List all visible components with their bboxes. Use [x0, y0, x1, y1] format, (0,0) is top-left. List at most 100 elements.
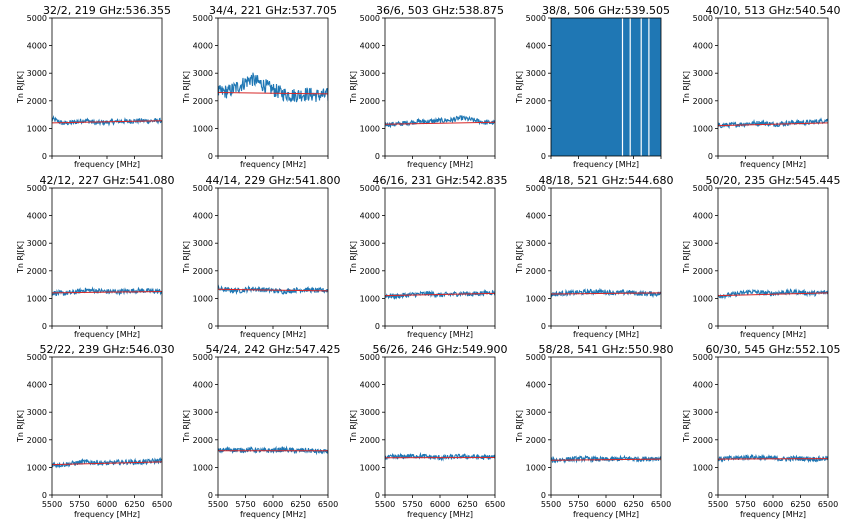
- y-tick-label: 0: [541, 322, 546, 331]
- y-tick-label: 2000: [27, 97, 47, 106]
- y-tick-label: 0: [541, 152, 546, 161]
- axes-frame: [384, 17, 496, 157]
- x-tick-label: 5500: [708, 500, 728, 509]
- y-tick-label: 2000: [360, 97, 380, 106]
- y-tick-label: 2000: [526, 97, 546, 106]
- y-tick-label: 5000: [27, 14, 47, 23]
- series-line: [718, 453, 828, 464]
- y-tick-label: 5000: [27, 184, 47, 193]
- subplot-title: 44/14, 229 GHz:541.800: [206, 174, 341, 187]
- series-line: [52, 114, 162, 127]
- x-axis-label: frequency [MHz]: [240, 160, 306, 169]
- axes-frame: [384, 356, 496, 496]
- x-tick-label: 6500: [818, 500, 838, 509]
- y-tick-label: 0: [42, 152, 47, 161]
- y-axis-label: Tn RJ[K]: [16, 71, 25, 104]
- y-tick-label: 1000: [360, 294, 380, 303]
- y-tick-label: 1000: [526, 124, 546, 133]
- plot-area: [718, 453, 828, 464]
- x-tick-label: 6250: [457, 500, 477, 509]
- plot-area: [52, 114, 162, 127]
- y-tick-label: 4000: [526, 381, 546, 390]
- y-tick-label: 2000: [693, 436, 713, 445]
- y-axis-label: Tn RJ[K]: [349, 241, 358, 274]
- x-tick-label: 5750: [568, 500, 588, 509]
- y-tick-label: 5000: [360, 184, 380, 193]
- y-tick-label: 3000: [193, 408, 213, 417]
- plot-area: [385, 115, 495, 129]
- y-tick-label: 4000: [193, 381, 213, 390]
- y-tick-label: 2000: [360, 436, 380, 445]
- x-axis-label: frequency [MHz]: [74, 330, 140, 339]
- x-axis-label: frequency [MHz]: [407, 160, 473, 169]
- fit-line: [52, 291, 162, 294]
- x-axis-label: frequency [MHz]: [74, 510, 140, 519]
- y-tick-label: 4000: [526, 42, 546, 51]
- x-tick-label: 6250: [623, 500, 643, 509]
- y-tick-label: 1000: [27, 124, 47, 133]
- y-tick-label: 1000: [193, 124, 213, 133]
- plot-area: [385, 451, 495, 462]
- x-tick-label: 5750: [235, 500, 255, 509]
- x-tick-label: 5500: [42, 500, 62, 509]
- x-tick-label: 5750: [69, 500, 89, 509]
- x-axis-label: frequency [MHz]: [573, 160, 639, 169]
- x-tick-label: 5500: [208, 500, 228, 509]
- fit-line: [551, 458, 661, 461]
- x-tick-label: 5500: [375, 500, 395, 509]
- y-tick-label: 5000: [693, 184, 713, 193]
- subplot-title: 42/12, 227 GHz:541.080: [40, 174, 175, 187]
- plot-area: [718, 117, 828, 130]
- subplot-14: 58/28, 541 GHz:550.980 0 1000 2000 3000 4000 5…: [515, 343, 673, 519]
- y-tick-label: 1000: [526, 463, 546, 472]
- subplot-title: 56/26, 246 GHz:549.900: [373, 343, 508, 356]
- y-tick-label: 2000: [693, 97, 713, 106]
- series-fill: [551, 18, 661, 156]
- y-tick-label: 4000: [193, 212, 213, 221]
- series-line: [218, 72, 328, 103]
- y-tick-label: 0: [42, 322, 47, 331]
- y-tick-label: 3000: [693, 69, 713, 78]
- subplot-10: 50/20, 235 GHz:545.445 0 1000 2000 3000 4000 5…: [682, 174, 840, 339]
- y-tick-label: 2000: [360, 267, 380, 276]
- plot-area: [718, 288, 828, 300]
- y-tick-label: 3000: [360, 69, 380, 78]
- plot-area: [385, 289, 495, 301]
- x-axis-label: frequency [MHz]: [407, 510, 473, 519]
- y-tick-label: 0: [208, 152, 213, 161]
- x-tick-label: 6250: [790, 500, 810, 509]
- fit-line: [718, 292, 828, 297]
- x-axis-label: frequency [MHz]: [407, 330, 473, 339]
- y-tick-label: 5000: [693, 14, 713, 23]
- y-tick-label: 3000: [27, 239, 47, 248]
- y-tick-label: 0: [541, 491, 546, 500]
- y-axis-label: Tn RJ[K]: [349, 410, 358, 443]
- fit-line: [718, 458, 828, 460]
- y-tick-label: 2000: [193, 97, 213, 106]
- x-axis-label: frequency [MHz]: [74, 160, 140, 169]
- y-tick-label: 0: [42, 491, 47, 500]
- y-tick-label: 3000: [360, 239, 380, 248]
- y-tick-label: 3000: [193, 239, 213, 248]
- x-axis-label: frequency [MHz]: [740, 510, 806, 519]
- x-tick-label: 6000: [263, 500, 283, 509]
- x-axis-label: frequency [MHz]: [240, 510, 306, 519]
- x-tick-label: 6250: [290, 500, 310, 509]
- subplot-7: 44/14, 229 GHz:541.800 0 1000 2000 3000 4000 5…: [182, 174, 340, 339]
- y-tick-label: 1000: [693, 124, 713, 133]
- axes-frame: [550, 356, 662, 496]
- y-tick-label: 5000: [360, 353, 380, 362]
- y-tick-label: 1000: [27, 463, 47, 472]
- axes-frame: [550, 187, 662, 327]
- subplot-title: 38/8, 506 GHz:539.505: [542, 4, 670, 17]
- y-tick-label: 4000: [693, 381, 713, 390]
- y-tick-label: 2000: [693, 267, 713, 276]
- plot-area: [551, 454, 661, 464]
- subplot-title: 46/16, 231 GHz:542.835: [373, 174, 508, 187]
- y-tick-label: 4000: [27, 212, 47, 221]
- y-tick-label: 4000: [27, 381, 47, 390]
- subplot-title: 50/20, 235 GHz:545.445: [706, 174, 841, 187]
- y-tick-label: 4000: [526, 212, 546, 221]
- series-line: [551, 287, 661, 299]
- y-tick-label: 0: [375, 491, 380, 500]
